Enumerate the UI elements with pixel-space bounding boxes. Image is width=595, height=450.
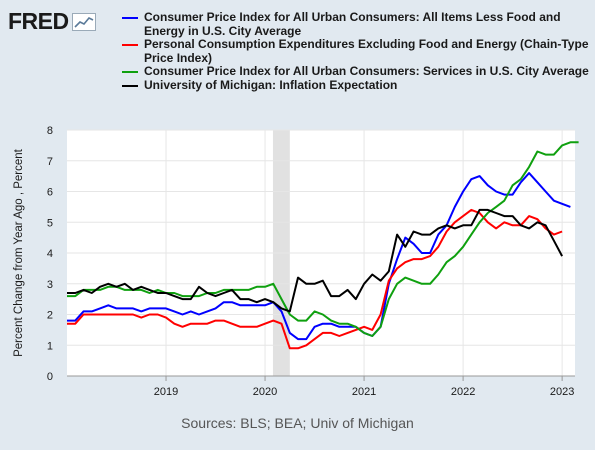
y-tick-label: 6 <box>47 187 53 199</box>
x-tick-label: 2021 <box>352 386 376 398</box>
x-tick-label: 2020 <box>253 386 277 398</box>
legend-item-3: Consumer Price Index for All Urban Consu… <box>122 64 592 79</box>
series-line-1 <box>67 172 571 341</box>
x-tick-label: 2023 <box>550 386 574 398</box>
fred-logo-text: FRED <box>8 8 69 34</box>
y-tick-label: 2 <box>47 310 53 322</box>
chart-legend: Consumer Price Index for All Urban Consu… <box>122 10 592 93</box>
fred-logo[interactable]: FRED <box>8 8 96 35</box>
y-tick-label: 4 <box>47 248 53 260</box>
legend-swatch <box>122 17 138 19</box>
legend-label: Consumer Price Index for All Urban Consu… <box>144 10 561 38</box>
y-tick-label: 0 <box>47 371 53 383</box>
series-line-2 <box>67 208 563 350</box>
y-tick-label: 1 <box>47 340 53 352</box>
legend-item-2: Personal Consumption Expenditures Exclud… <box>122 37 592 65</box>
legend-item-1: Consumer Price Index for All Urban Consu… <box>122 10 592 38</box>
legend-item-4: University of Michigan: Inflation Expect… <box>122 77 592 93</box>
series-line-4 <box>67 208 563 313</box>
y-tick-label: 8 <box>47 125 53 137</box>
source-note: Sources: BLS; BEA; Univ of Michigan <box>181 415 414 431</box>
legend-label: University of Michigan: Inflation Expect… <box>144 77 398 92</box>
legend-swatch <box>122 44 138 46</box>
y-axis-title: Percent Change from Year Ago , Percent <box>13 148 25 357</box>
legend-swatch <box>122 84 138 87</box>
legend-label: Personal Consumption Expenditures Exclud… <box>144 37 589 65</box>
legend-swatch <box>122 71 138 73</box>
line-chart-icon <box>71 12 96 31</box>
x-tick-label: 2019 <box>154 386 178 398</box>
y-tick-label: 7 <box>47 156 53 168</box>
legend-label: Consumer Price Index for All Urban Consu… <box>144 64 589 78</box>
x-tick-label: 2022 <box>451 386 475 398</box>
y-tick-label: 3 <box>47 279 53 291</box>
y-tick-label: 5 <box>47 217 53 229</box>
